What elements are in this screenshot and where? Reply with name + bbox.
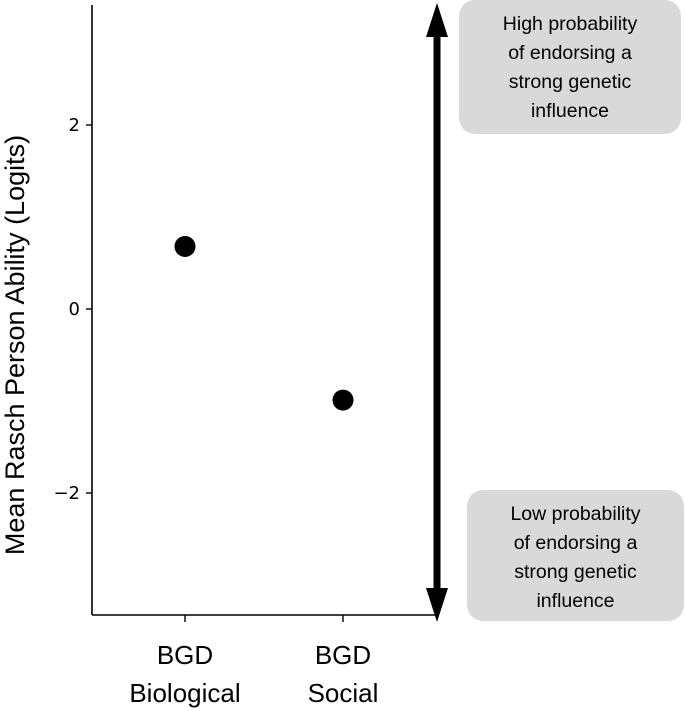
annotation-text-line: High probability — [503, 13, 638, 35]
double-headed-arrow — [426, 3, 448, 622]
y-axis-label: Mean Rasch Person Ability (Logits) — [0, 135, 30, 555]
y-ticks: 2 0 −2 — [53, 115, 92, 504]
annotation-box — [467, 490, 684, 621]
y-tick-label: −2 — [53, 483, 80, 504]
x-category-label-line1: BGD — [315, 640, 371, 670]
annotation-text-line: of endorsing a — [514, 532, 638, 554]
annotation-text-line: influence — [536, 590, 614, 612]
y-tick-label: 2 — [69, 115, 80, 136]
annotation-box — [459, 0, 681, 134]
annotations: High probability of endorsing a strong gen… — [459, 0, 684, 621]
axes — [91, 5, 435, 616]
annotation-text-line: of endorsing a — [508, 42, 632, 64]
annotation-text-line: Low probability — [510, 503, 640, 525]
annotation-text-line: strong genetic — [509, 71, 632, 93]
arrow-head-up — [426, 3, 448, 37]
data-points — [174, 235, 354, 411]
data-point — [332, 389, 354, 411]
x-category-label-line2: Social — [308, 678, 379, 708]
annotation-text-line: influence — [531, 100, 609, 122]
x-category-label-line1: BGD — [157, 640, 213, 670]
y-tick-label: 0 — [69, 299, 80, 320]
annotation-text-line: strong genetic — [514, 561, 637, 583]
arrow-head-down — [426, 588, 448, 622]
data-point — [174, 235, 196, 257]
x-category-labels: BGD Biological BGD Social — [129, 615, 378, 708]
x-category-label-line2: Biological — [129, 678, 240, 708]
